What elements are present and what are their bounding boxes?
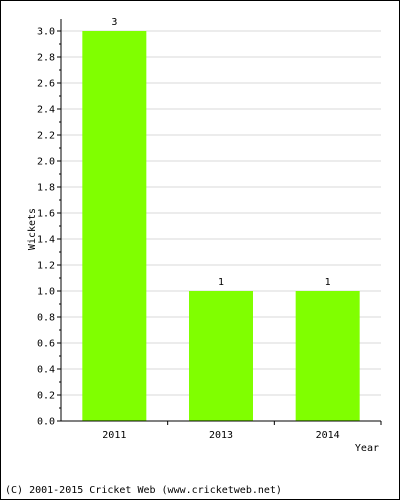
bar-2011 [82,31,147,421]
axes [57,19,382,425]
x-tick-label: 2014 [316,430,340,441]
y-tick-label: 0.2 [37,391,55,402]
copyright-footer: (C) 2001-2015 Cricket Web (www.cricketwe… [5,485,282,496]
labels: 0.0 0.2 0.4 0.6 0.8 1.0 1.2 1.4 1.6 1.8 2.0 2.2 2.4 2… [27,17,379,454]
y-tick-label: 2.4 [37,105,55,116]
y-tick-label: 3.0 [37,27,55,38]
y-tick-label: 1.2 [37,261,55,272]
x-tick-label: 2011 [102,430,126,441]
bar-2013 [189,291,253,421]
y-tick-label: 2.8 [37,53,55,64]
y-tick-label: 1.6 [37,209,55,220]
y-tick-label: 0.4 [37,365,55,376]
y-tick-label: 2.0 [37,157,55,168]
data-label: 3 [111,17,117,28]
y-tick-label: 1.0 [37,287,55,298]
y-tick-label: 0.6 [37,339,55,350]
data-label: 1 [218,277,224,288]
y-tick-label: 0.0 [37,417,55,428]
y-tick-label: 2.2 [37,131,55,142]
y-tick-label: 2.6 [37,79,55,90]
x-tick-label: 2013 [209,430,233,441]
data-label: 1 [325,277,331,288]
y-tick-label: 1.4 [37,235,55,246]
bar-chart: 0.0 0.2 0.4 0.6 0.8 1.0 1.2 1.4 1.6 1.8 2.0 2.2 2.4 2… [27,17,382,454]
y-axis-title: Wickets [27,208,38,250]
y-tick-label: 0.8 [37,313,55,324]
bars [82,31,360,421]
bar-2014 [295,291,360,421]
y-tick-label: 1.8 [37,183,55,194]
x-axis-title: Year [355,443,379,454]
